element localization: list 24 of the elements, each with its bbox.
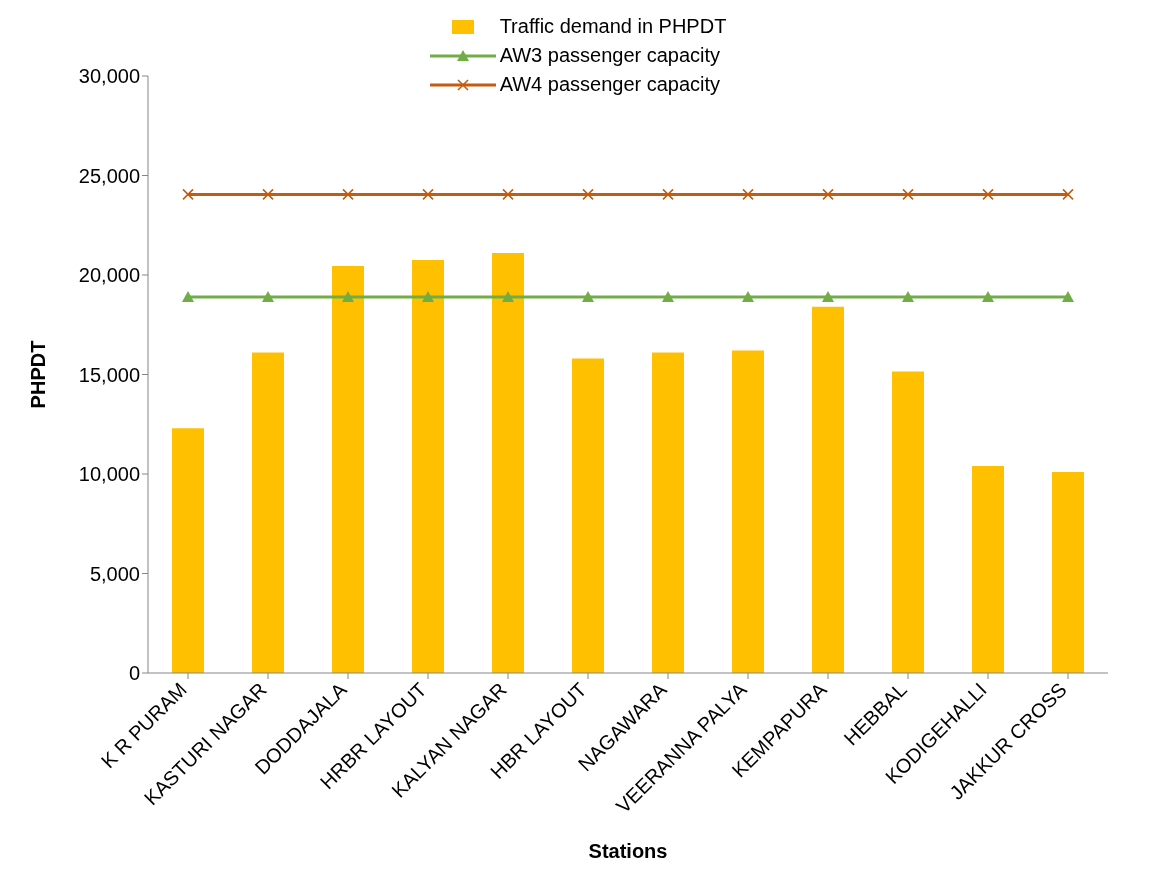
y-tick-label: 20,000 [78,264,140,287]
bar [1052,472,1084,673]
bar [172,428,204,673]
x-axis-title: Stations [588,840,668,862]
bar [332,266,364,673]
y-tick-label: 15,000 [78,363,140,386]
bar [812,306,844,673]
bar [652,352,684,673]
y-tick-label: 5,000 [89,562,140,585]
bar [972,466,1004,673]
y-tick-label: 30,000 [78,65,140,88]
bar [572,358,604,673]
y-tick-label: 0 [128,662,140,685]
y-axis-title: PHPDT [27,340,50,409]
bar [492,253,524,673]
y-tick-label: 25,000 [78,164,140,187]
y-tick-label: 10,000 [78,463,140,486]
legend-label: Traffic demand in PHPDT [499,15,727,38]
legend-label: AW4 passenger capacity [499,73,721,96]
legend-label: AW3 passenger capacity [499,44,721,67]
bar [412,260,444,673]
bar [892,371,924,673]
bar [252,352,284,673]
bar [732,350,764,673]
